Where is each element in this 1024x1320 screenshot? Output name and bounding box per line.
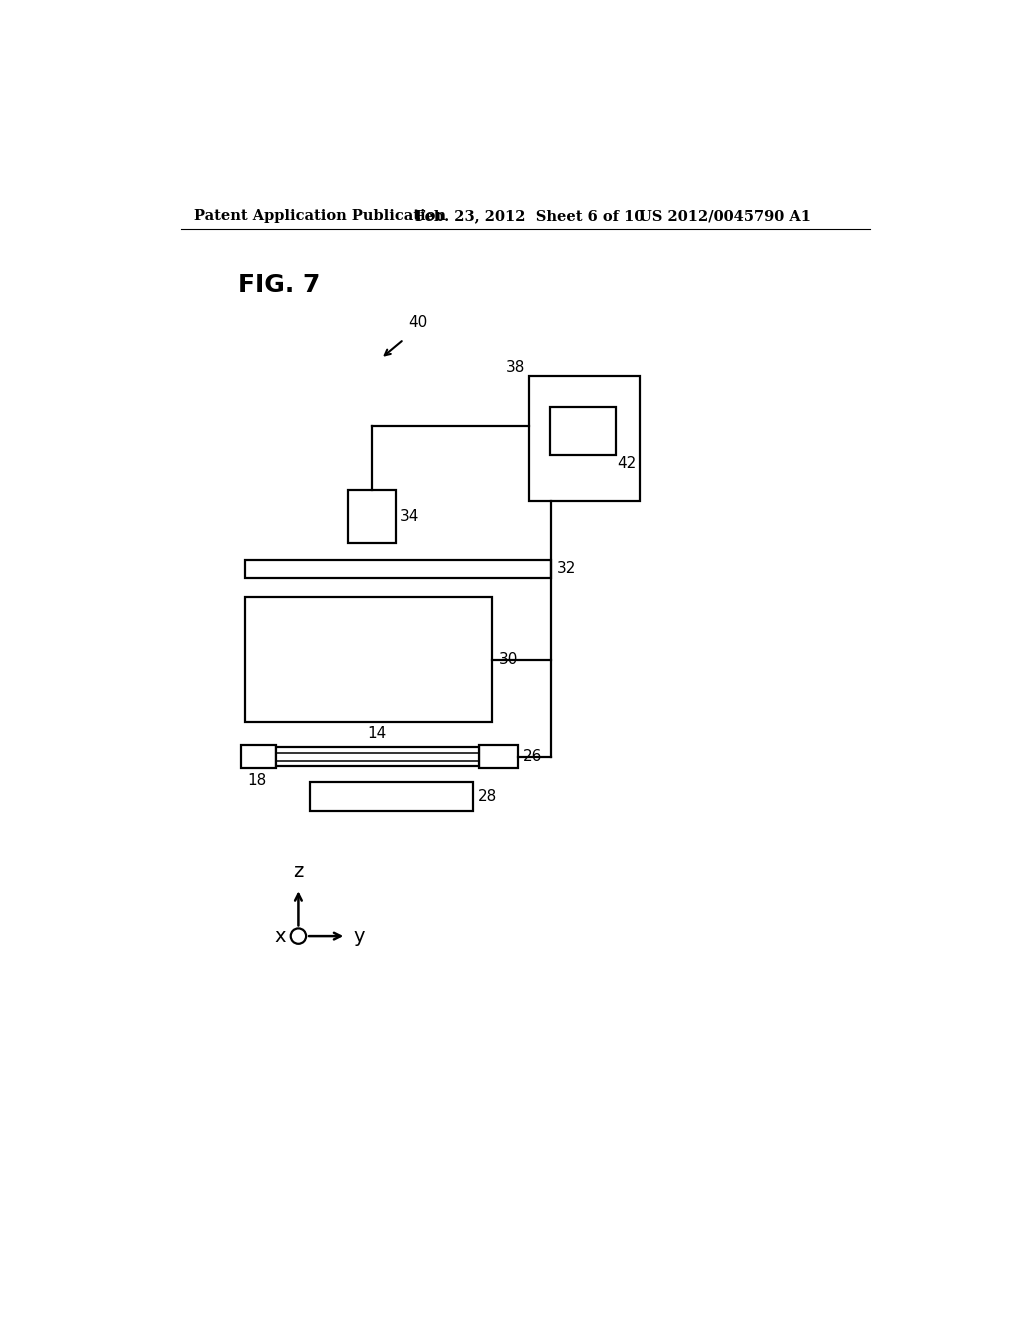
Bar [245,597,493,722]
Text: FIG. 7: FIG. 7 [239,273,321,297]
Text: US 2012/0045790 A1: US 2012/0045790 A1 [639,209,811,223]
Text: 38: 38 [506,360,524,375]
Text: 26: 26 [522,750,542,764]
Text: 40: 40 [408,315,427,330]
Bar [310,781,473,810]
Bar [479,744,518,768]
Text: Patent Application Publication: Patent Application Publication [195,209,446,223]
Text: z: z [293,862,303,880]
Text: 34: 34 [400,510,420,524]
Text: 42: 42 [617,457,637,471]
Bar [529,376,640,502]
Text: Feb. 23, 2012  Sheet 6 of 10: Feb. 23, 2012 Sheet 6 of 10 [416,209,645,223]
Text: 30: 30 [499,652,518,667]
Text: 18: 18 [247,774,266,788]
Text: x: x [274,927,286,945]
Text: y: y [354,927,366,945]
Text: 32: 32 [557,561,577,577]
Bar [348,490,396,544]
Text: 28: 28 [478,789,497,804]
Bar [245,560,551,578]
Text: 14: 14 [368,726,387,742]
Bar [241,744,276,768]
Circle shape [291,928,306,944]
Bar [276,747,479,766]
Bar [550,407,615,455]
